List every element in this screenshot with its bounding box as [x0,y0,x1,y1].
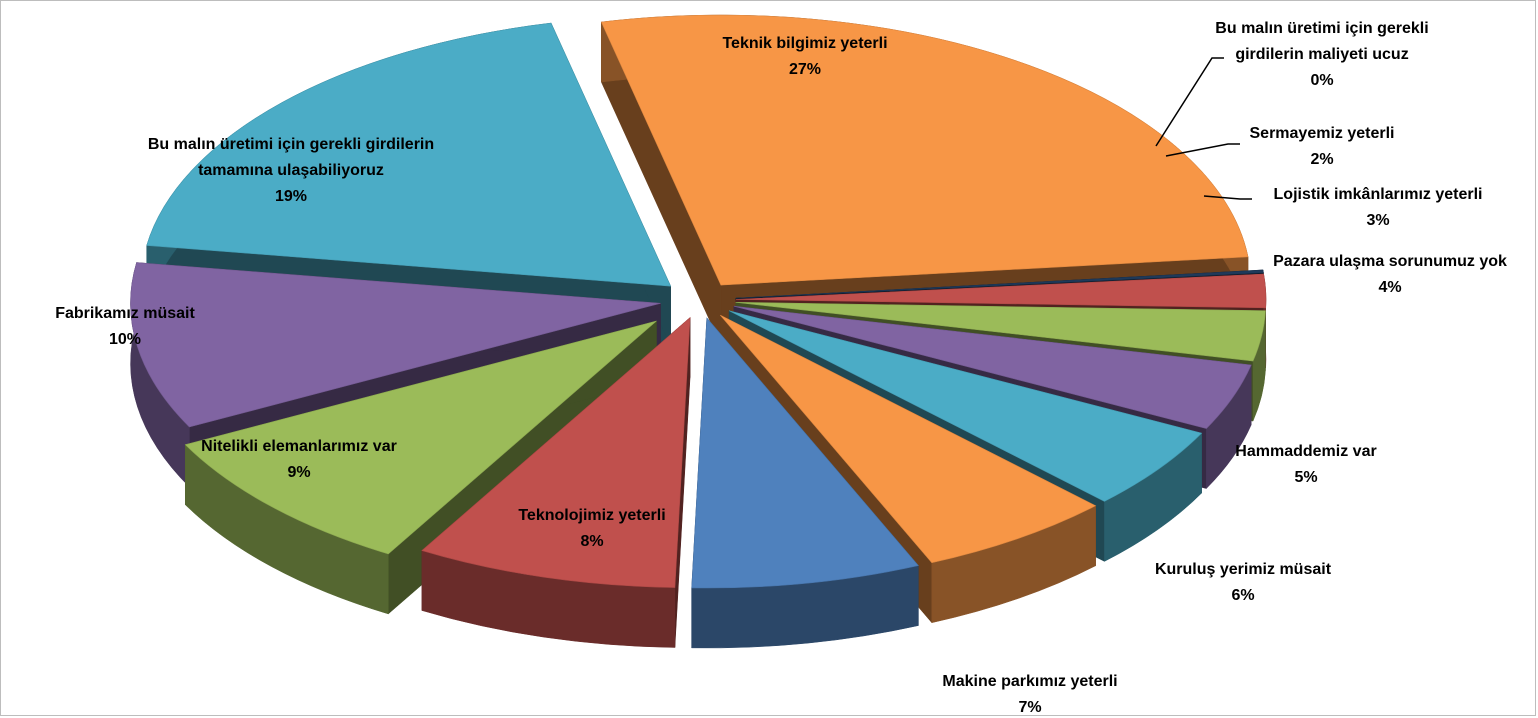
pie-slice [720,314,1097,564]
pie-slice [729,310,1203,502]
slice-label: Teknolojimiz yeterli 8% [518,507,665,550]
leader-line [1155,57,1224,147]
pie-slice [733,305,1252,429]
pie-slice [691,317,919,589]
pie-slice [421,316,691,588]
slice-label: Nitelikli elemanlarımız var 9% [201,438,397,481]
slice-name: Kuruluş yerimiz müsait [1155,561,1332,578]
slice-name: Hammaddemiz var [1235,443,1376,460]
slice-value: 5% [1294,469,1317,486]
slice-value: 0% [1310,72,1333,89]
slice-name: Lojistik imkânlarımız yeterli [1274,186,1483,203]
slice-label: Kuruluş yerimiz müsait 6% [1155,561,1332,604]
leader-line [1165,143,1240,157]
pie-slice [735,269,1264,299]
pie-slice [600,14,1249,286]
slice-label: Bu malın üretimi için gerekli girdilerin… [148,136,434,205]
slice-name: Fabrikamız müsait [55,305,195,322]
slice-name: Teknolojimiz yeterli [518,507,665,524]
slice-value: 8% [580,533,603,550]
data-labels: Bu malın üretimi için gerekli girdilerin … [55,20,1507,716]
slice-label: Fabrikamız müsait 10% [55,305,195,348]
slice-value: 9% [287,464,310,481]
slice-label: Lojistik imkânlarımız yeterli 3% [1274,186,1483,229]
slice-label: Bu malın üretimi için gerekli girdilerin … [1215,20,1428,89]
slice-name: Bu malın üretimi için gerekli [1215,20,1428,37]
slice-name: Sermayemiz yeterli [1250,125,1395,142]
pie-slice [184,320,657,555]
slice-label: Hammaddemiz var 5% [1235,443,1376,486]
slice-value: 7% [1018,699,1041,716]
slice-label: Sermayemiz yeterli 2% [1250,125,1395,168]
leader-lines [1155,57,1252,200]
slice-name: girdilerin maliyeti ucuz [1235,46,1408,63]
slice-value: 2% [1310,151,1333,168]
slice-value: 3% [1366,212,1389,229]
slice-name: Bu malın üretimi için gerekli girdilerin [148,136,434,153]
pie-slice [146,22,672,287]
slice-label: Teknik bilgimiz yeterli 27% [722,35,887,78]
slice-value: 27% [789,61,821,78]
slice-label: Pazara ulaşma sorunumuz yok 4% [1273,253,1507,296]
slice-value: 19% [275,188,307,205]
leader-line [1203,195,1252,200]
slice-value: 4% [1378,279,1401,296]
pie-slice [735,301,1266,362]
slice-label: Makine parkımız yeterli 7% [942,673,1117,716]
slice-value: 6% [1231,587,1254,604]
slice-name: Nitelikli elemanlarımız var [201,438,397,455]
slice-name: Makine parkımız yeterli [942,673,1117,690]
slice-name: Pazara ulaşma sorunumuz yok [1273,253,1507,270]
pie-slice [735,273,1267,309]
slice-name: tamamına ulaşabiliyoruz [198,162,384,179]
slice-value: 10% [109,331,141,348]
slice-top-layer [130,14,1267,589]
pie-slice [130,262,661,428]
slice-name: Teknik bilgimiz yeterli [722,35,887,52]
